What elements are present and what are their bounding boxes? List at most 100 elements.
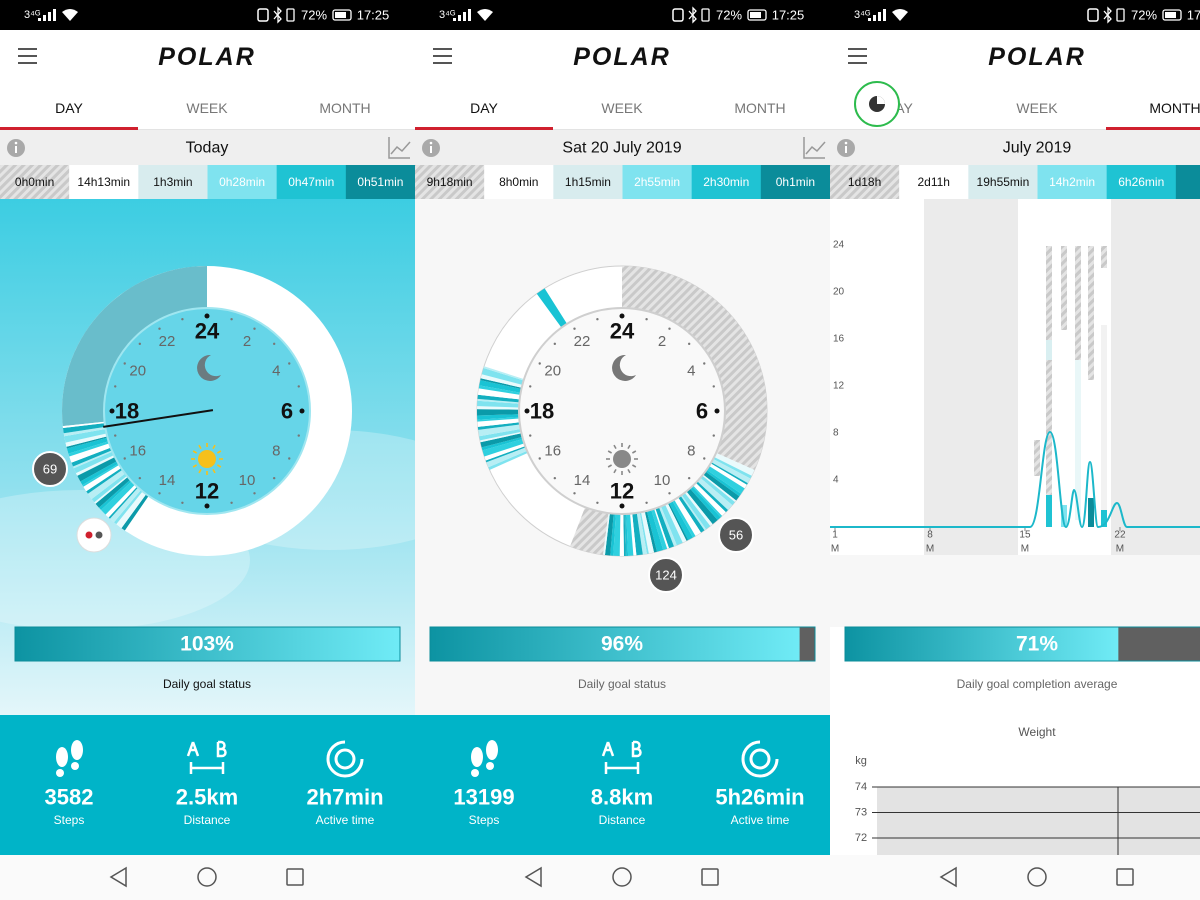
nav-home[interactable] xyxy=(197,867,217,887)
stat-value: 5h26min xyxy=(715,785,804,810)
sleep-bar xyxy=(1034,440,1040,476)
ring-stripe xyxy=(71,447,112,467)
ring-stripe xyxy=(63,423,106,434)
ring-stripe xyxy=(105,484,138,518)
phone-panel: 3⁴ᴳ 72% 17:25 POLAR DAY WEEK MONTH Sat 20 July … xyxy=(415,0,830,900)
hour-label: 2 xyxy=(243,333,251,350)
nfc-icon xyxy=(1087,8,1099,22)
dial-dot xyxy=(288,457,291,460)
ring-stripe xyxy=(101,481,135,515)
tab[interactable]: DAY xyxy=(55,100,83,116)
badge xyxy=(648,557,684,593)
dial-dot xyxy=(668,327,671,330)
ring-stripe xyxy=(94,475,128,504)
battery-icon xyxy=(1162,9,1182,21)
moon-icon xyxy=(612,354,636,381)
sun-ray xyxy=(631,450,637,454)
nav-home[interactable] xyxy=(1027,867,1047,887)
dial-dot xyxy=(272,476,276,480)
nav-back[interactable] xyxy=(939,866,957,888)
nav-bar xyxy=(415,855,830,900)
activity-duration: 2d11h xyxy=(918,175,950,189)
stat-label: Active time xyxy=(316,813,375,827)
ring-stripe xyxy=(73,451,114,474)
nav-back[interactable] xyxy=(524,866,542,888)
ring-stripe xyxy=(64,428,107,443)
tab[interactable]: WEEK xyxy=(1016,100,1058,116)
dial-dot xyxy=(687,342,691,346)
ring-stripe xyxy=(669,500,693,541)
sleep-bar xyxy=(1046,246,1052,520)
activity-cell xyxy=(138,165,208,199)
ring-stripe xyxy=(477,418,520,427)
y-tick-label: 12 xyxy=(833,381,845,392)
steps-icon xyxy=(486,762,494,770)
hour-label: 22 xyxy=(574,333,591,350)
activity-cell xyxy=(345,165,415,199)
y-tick-label: 24 xyxy=(833,240,845,251)
inactivity-dot xyxy=(85,531,93,539)
dial-dot xyxy=(538,457,541,460)
ring-stripe xyxy=(700,475,735,506)
ring-stripe xyxy=(77,457,118,482)
tab[interactable]: MONTH xyxy=(734,100,785,116)
tab[interactable]: MONTH xyxy=(1149,100,1200,116)
battery-icon xyxy=(332,9,352,21)
nav-back[interactable] xyxy=(109,866,127,888)
hour-label: 10 xyxy=(654,472,671,489)
active-time-icon xyxy=(749,748,771,770)
ring-stripe xyxy=(66,436,108,449)
activity-duration: 1d18h xyxy=(848,175,881,189)
activity-bar xyxy=(1075,360,1081,520)
y-tick-label: 8 xyxy=(833,428,839,439)
date-row xyxy=(0,130,415,165)
tab[interactable]: WEEK xyxy=(601,100,643,116)
sleep-bar xyxy=(1101,246,1107,268)
clock-time: 17:25 xyxy=(357,8,390,23)
trend-button[interactable] xyxy=(388,137,411,159)
hour-label: 10 xyxy=(239,472,256,489)
ring-stripe xyxy=(630,513,637,556)
ring-stripe xyxy=(695,481,728,513)
tab[interactable]: MONTH xyxy=(319,100,370,116)
menu-button[interactable] xyxy=(848,48,867,64)
ring-stripe xyxy=(477,422,520,430)
x-tick-label: 8 xyxy=(927,530,933,541)
tab-indicator xyxy=(1106,127,1200,130)
ring-stripe xyxy=(660,504,683,546)
trend-button[interactable] xyxy=(803,137,826,159)
nfc-icon xyxy=(672,8,684,22)
bluetooth-icon xyxy=(1103,6,1112,24)
nav-recent[interactable] xyxy=(286,868,304,886)
ring-stripe xyxy=(667,502,689,541)
stat-label: Active time xyxy=(731,813,790,827)
tab[interactable]: WEEK xyxy=(186,100,228,116)
ring-stripe xyxy=(484,443,526,461)
vibrate-icon xyxy=(286,8,295,22)
activity-bar xyxy=(1101,510,1107,527)
ring-stripe xyxy=(86,467,123,494)
x-tick-unit: M xyxy=(926,544,934,555)
nav-home[interactable] xyxy=(612,867,632,887)
nav-recent[interactable] xyxy=(701,868,719,886)
activity-bar xyxy=(1088,380,1094,520)
ring-stripe xyxy=(69,443,111,463)
nav-recent[interactable] xyxy=(1116,868,1134,886)
ring-stripe xyxy=(62,421,105,429)
hour-label: 12 xyxy=(195,479,219,504)
tab-bar xyxy=(0,85,415,130)
steps-icon xyxy=(471,747,483,767)
y-tick-label: 4 xyxy=(833,475,839,486)
tab[interactable]: DAY xyxy=(470,100,498,116)
steps-icon xyxy=(71,762,79,770)
menu-button[interactable] xyxy=(433,48,452,64)
vibrate-icon xyxy=(1116,8,1125,22)
menu-button[interactable] xyxy=(18,48,37,64)
steps-icon xyxy=(471,769,479,777)
goal-fill xyxy=(15,627,400,661)
app-header xyxy=(830,30,1200,85)
hour-label: 20 xyxy=(129,363,146,380)
ring-stripe xyxy=(477,409,520,416)
dial-dot xyxy=(230,501,233,504)
